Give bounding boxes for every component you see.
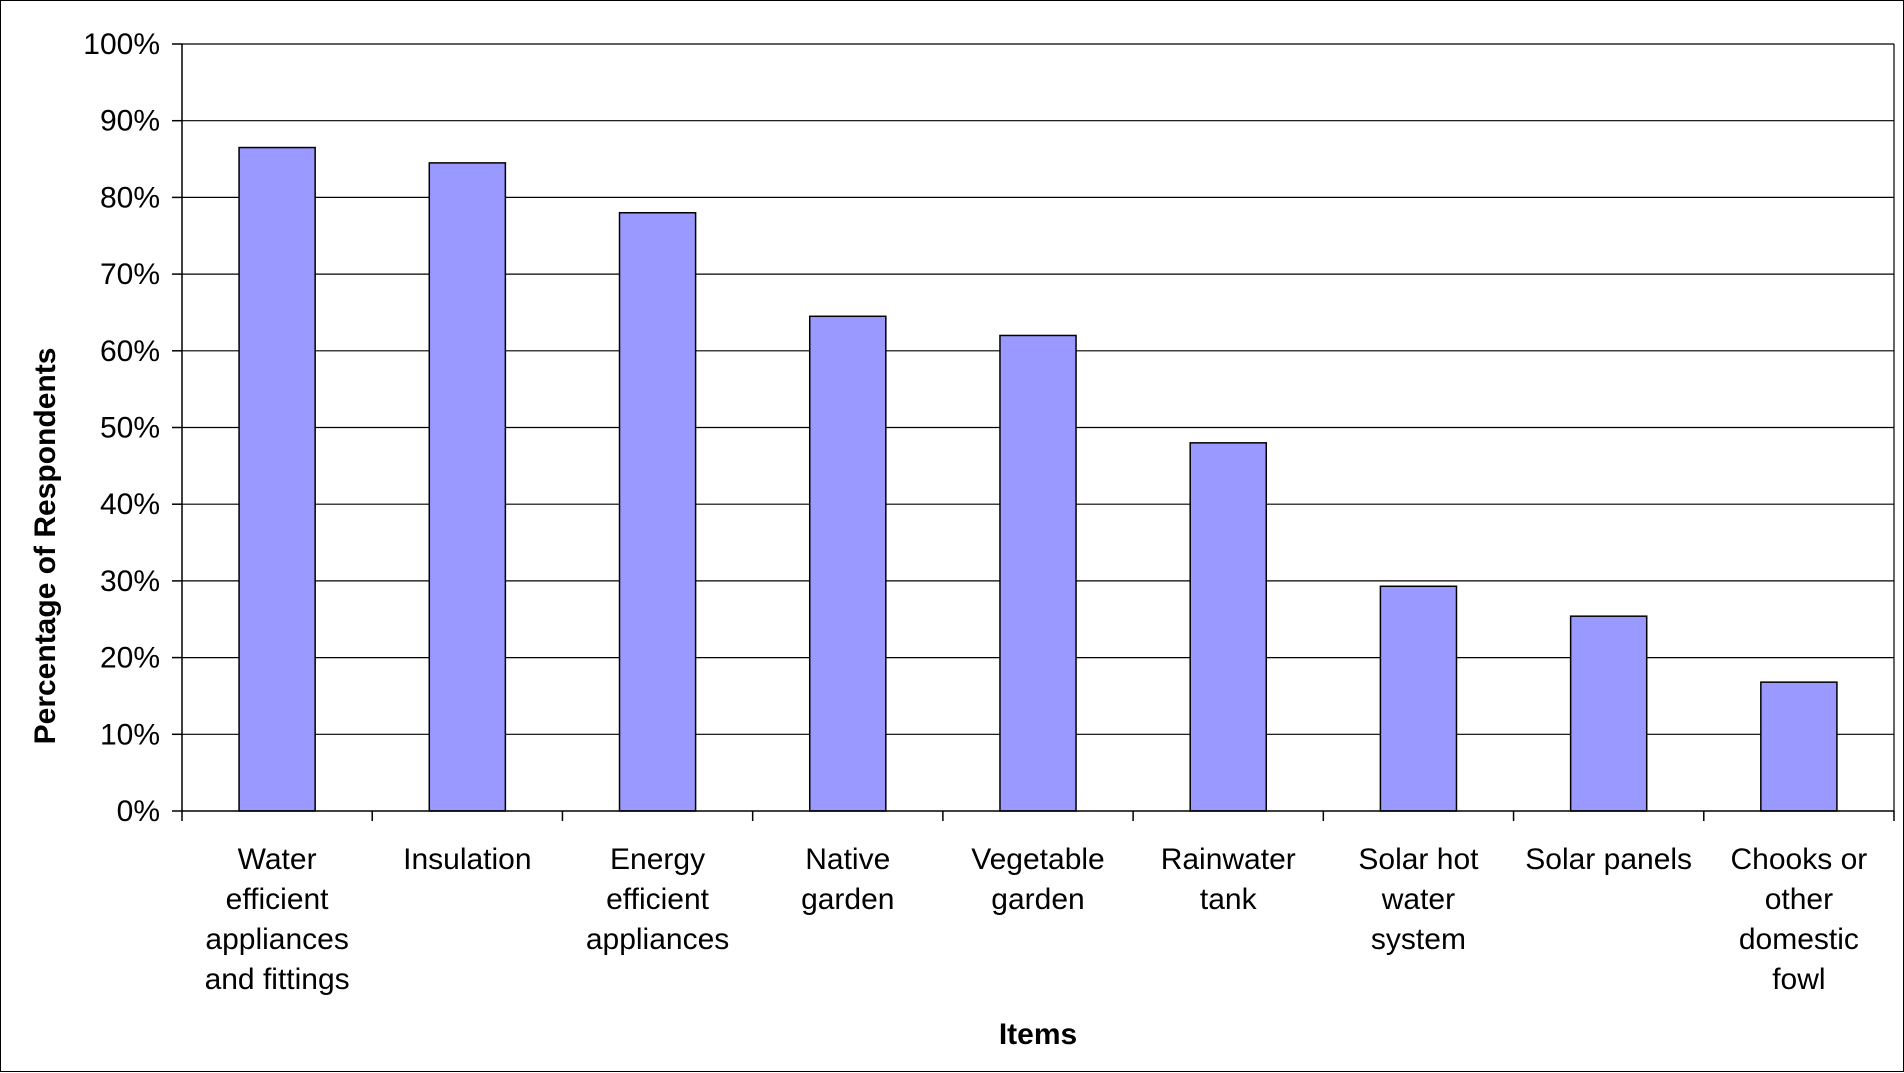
bar xyxy=(428,162,507,812)
bar xyxy=(618,211,697,812)
y-tick-label: 50% xyxy=(100,412,160,445)
x-category-label: Energy efficient appliances xyxy=(586,843,729,956)
x-category-label: Native garden xyxy=(801,843,894,916)
bar xyxy=(999,334,1077,812)
x-category-label: Water efficient appliances and fittings xyxy=(205,843,350,996)
x-category-label: Rainwater tank xyxy=(1161,843,1296,916)
y-axis-title: Percentage of Respondents xyxy=(29,348,62,745)
y-tick-label: 70% xyxy=(100,258,160,291)
bar xyxy=(1189,442,1268,812)
bar xyxy=(1379,585,1458,812)
bar xyxy=(808,315,887,812)
x-category-label: Insulation xyxy=(403,843,531,876)
axes xyxy=(172,43,1895,821)
y-tick-label: 20% xyxy=(100,642,160,675)
y-tick-label: 90% xyxy=(100,105,160,138)
bars xyxy=(238,146,1838,812)
bar xyxy=(238,146,316,812)
y-tick-label: 40% xyxy=(100,488,160,521)
x-category-label: Solar hot water system xyxy=(1358,843,1479,956)
bar xyxy=(1760,681,1838,812)
x-axis-title: Items xyxy=(999,1018,1077,1051)
y-tick-label: 60% xyxy=(100,335,160,368)
x-category-label: Chooks or other domestic fowl xyxy=(1731,843,1868,996)
y-tick-labels: 0% 10% 20% 30% 40% 50% 60% 70% 80% 90% 100% xyxy=(83,28,160,828)
bar xyxy=(1569,615,1648,812)
y-tick-label: 10% xyxy=(100,718,160,751)
x-category-labels: Water efficient appliances and fittings Insu… xyxy=(205,843,1868,996)
x-category-label: Vegetable garden xyxy=(971,843,1104,916)
y-tick-label: 30% xyxy=(100,565,160,598)
y-tick-label: 0% xyxy=(117,795,160,828)
y-tick-label: 80% xyxy=(100,181,160,214)
x-category-label: Solar panels xyxy=(1525,843,1692,876)
y-tick-label: 100% xyxy=(83,28,160,61)
